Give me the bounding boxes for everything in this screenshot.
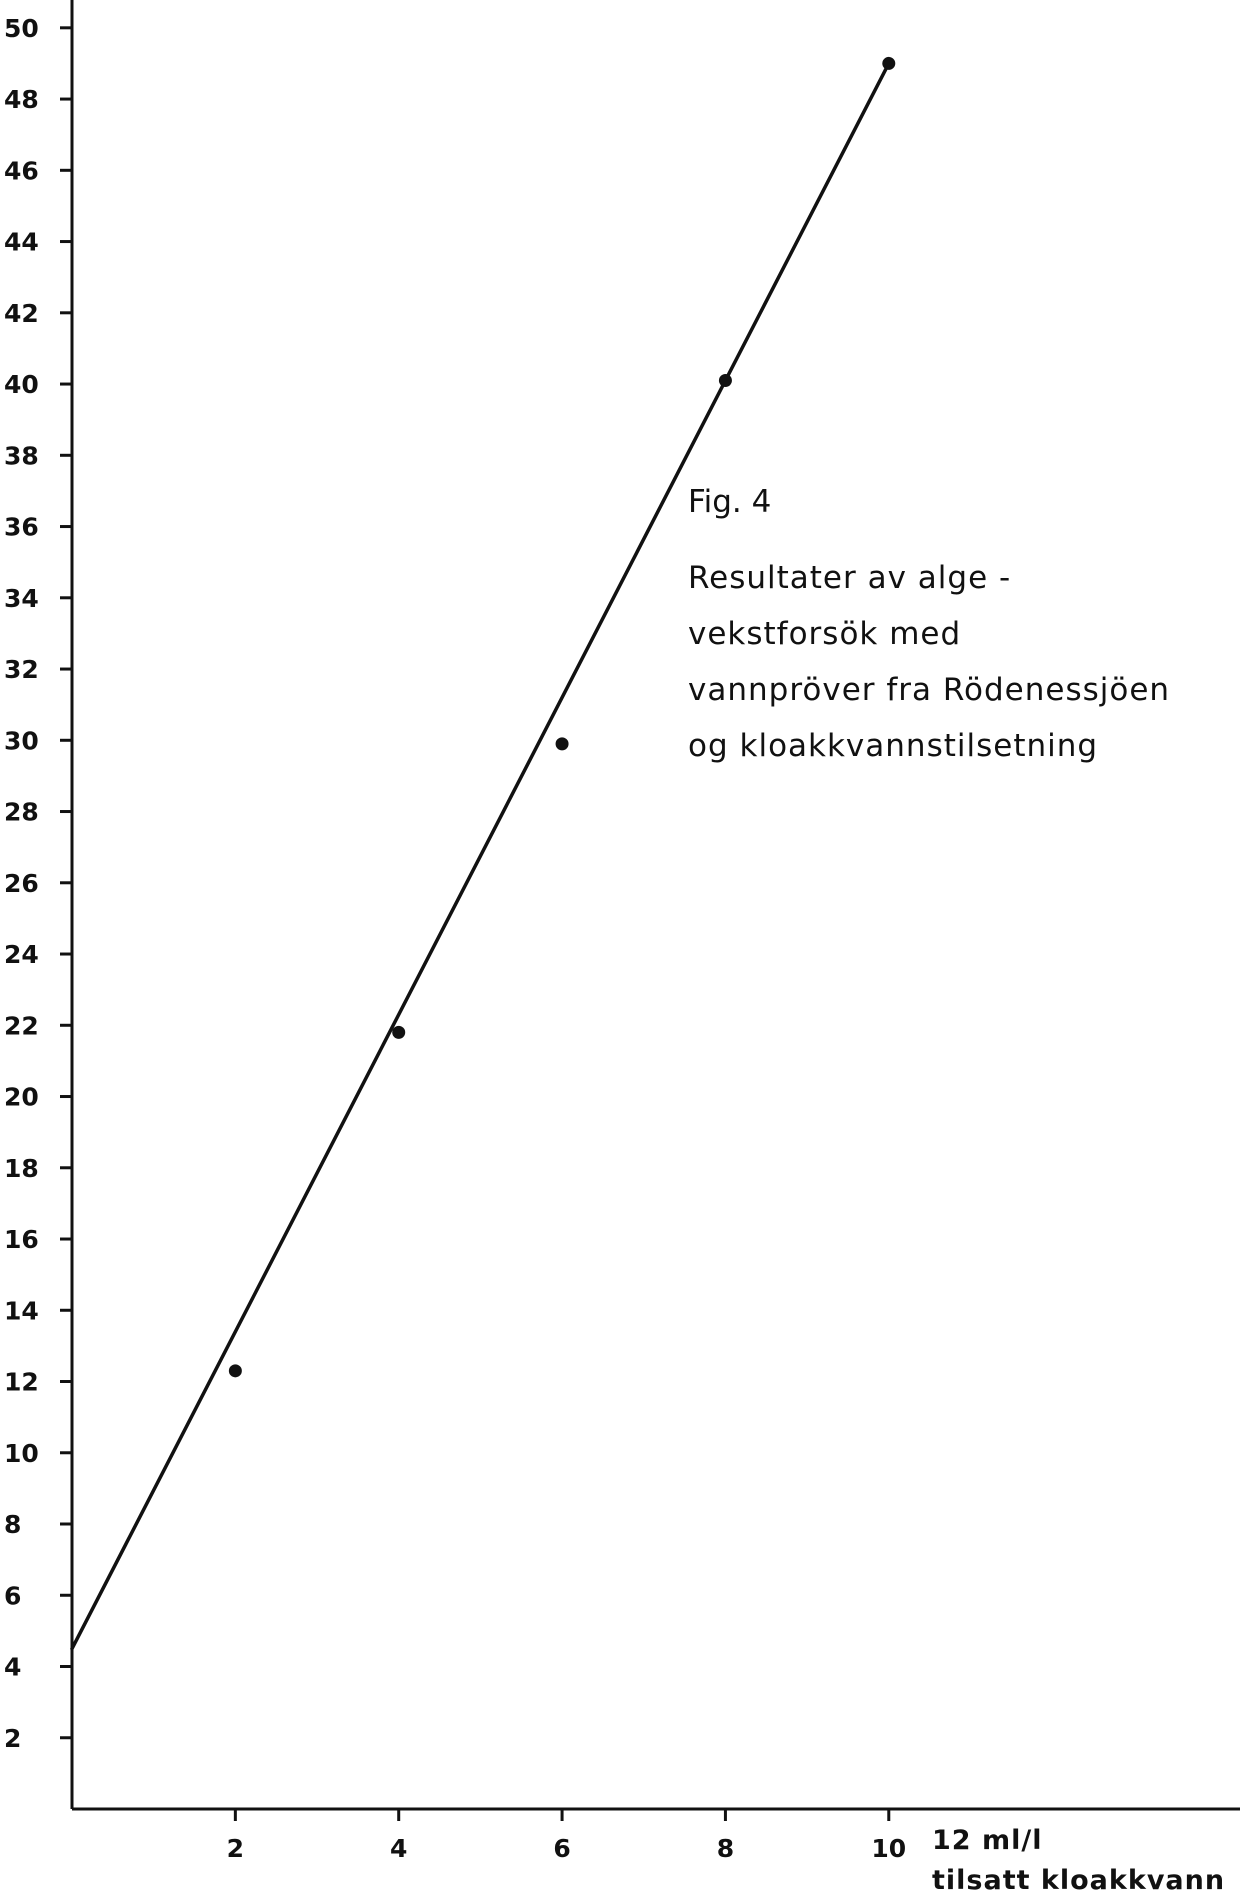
x-tick-label: 10 [871,1834,906,1863]
y-tick-label: 36 [4,513,39,542]
data-point [392,1025,406,1039]
y-tick-label: 24 [4,940,39,969]
y-tick-label: 32 [4,655,39,684]
caption-line-1: Resultater av alge - [688,560,1011,596]
y-tick-label: 16 [4,1225,39,1254]
chart-text: Fig. 4 Resultater av alge - vekstforsök … [688,484,1225,1896]
x-tick-label: 2 [227,1834,244,1863]
y-tick-label: 44 [4,228,39,257]
y-tick-label: 28 [4,798,39,827]
fit-line [70,61,891,1651]
data-point [882,56,896,70]
y-tick-label: 40 [4,370,39,399]
y-tick-label: 4 [4,1653,21,1682]
fit-line-layer [70,61,891,1651]
y-tick-label: 10 [4,1439,39,1468]
y-tick-label: 30 [4,726,39,755]
caption-line-2: vekstforsök med [688,616,961,652]
data-point [555,737,569,751]
data-points [228,56,896,1378]
axes [70,0,1240,1811]
data-point [228,1364,242,1378]
y-tick-label: 12 [4,1368,39,1397]
y-tick-label: 2 [4,1724,21,1753]
x-tick-label: 4 [390,1834,407,1863]
y-tick-label: 50 [4,14,39,43]
caption-line-3: vannpröver fra Rödenessjöen [688,672,1170,708]
axis-ticks: 2468101214161820222426283032343638404244… [4,14,906,1863]
y-tick-label: 48 [4,85,39,114]
y-tick-label: 6 [4,1581,21,1610]
y-tick-label: 42 [4,299,39,328]
x-unit-label: 12 ml/l [932,1825,1042,1856]
caption-line-4: og kloakkvannstilsetning [688,728,1098,764]
x-tick-label: 6 [553,1834,570,1863]
y-tick-label: 8 [4,1510,21,1539]
chart-title: Fig. 4 [688,484,771,520]
y-tick-label: 26 [4,869,39,898]
y-tick-label: 14 [4,1296,39,1325]
y-tick-label: 34 [4,584,39,613]
y-tick-label: 18 [4,1154,39,1183]
x-tick-label: 8 [717,1834,734,1863]
y-tick-label: 22 [4,1011,39,1040]
y-tick-label: 20 [4,1083,39,1112]
data-point [718,373,732,387]
x-axis-label: tilsatt kloakkvann [932,1865,1225,1896]
y-tick-label: 38 [4,441,39,470]
y-tick-label: 46 [4,156,39,185]
